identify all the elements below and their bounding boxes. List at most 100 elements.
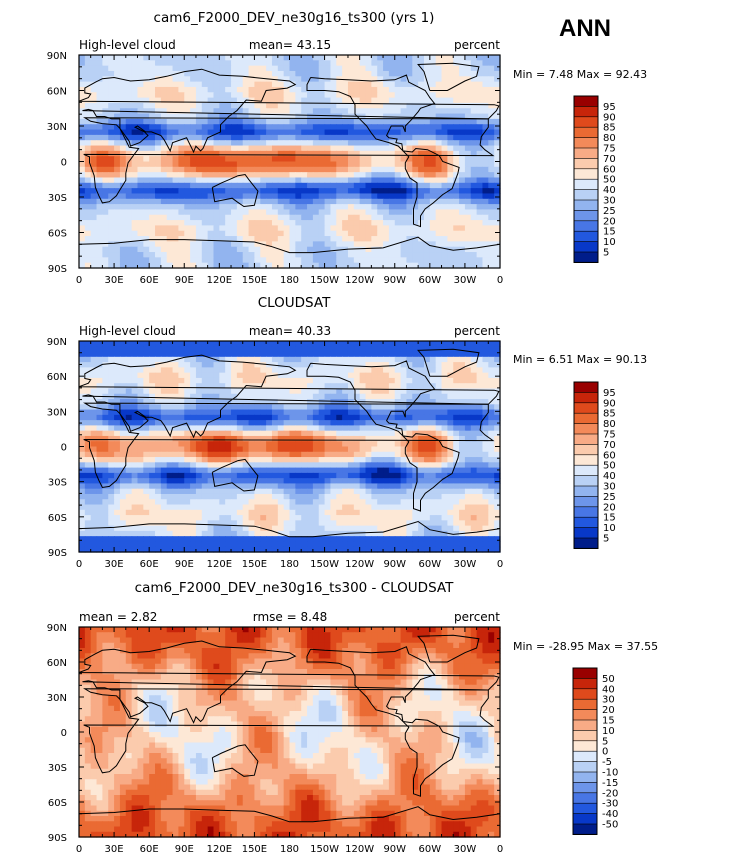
field-cell — [330, 356, 337, 363]
field-cell — [160, 177, 168, 184]
field-cell — [441, 102, 448, 109]
field-cell — [365, 377, 372, 384]
field-cell — [453, 65, 460, 72]
field-cell — [394, 204, 402, 211]
field-cell — [96, 372, 103, 379]
field-cell — [236, 156, 244, 163]
field-cell — [307, 108, 314, 115]
field-cell — [102, 92, 109, 99]
field-cell — [295, 182, 302, 189]
field-cell — [388, 425, 396, 432]
field-cell — [160, 230, 168, 237]
field-cell — [388, 404, 396, 411]
field-cell — [131, 140, 139, 147]
field-cell — [365, 188, 372, 195]
field-cell — [441, 399, 448, 405]
field-cell — [318, 462, 326, 469]
field-cell — [324, 172, 332, 179]
field-cell — [149, 209, 156, 216]
field-cell — [201, 113, 209, 120]
field-cell — [295, 193, 302, 200]
field-cell — [172, 425, 180, 432]
x-tick-label: 150W — [310, 275, 339, 286]
field-cell — [254, 435, 261, 442]
field-cell — [429, 341, 437, 347]
field-cell — [271, 467, 279, 474]
field-cell — [143, 129, 150, 136]
field-cell — [166, 451, 174, 458]
field-cell — [494, 55, 501, 61]
field-cell — [155, 351, 162, 358]
field-cell — [266, 356, 273, 363]
field-cell — [441, 462, 448, 469]
field-cell — [184, 351, 191, 358]
field-cell — [488, 252, 495, 258]
field-cell — [201, 172, 209, 179]
field-cell — [388, 220, 396, 226]
field-cell — [260, 108, 267, 115]
field-cell — [353, 156, 361, 163]
field-cell — [266, 467, 273, 474]
field-cell — [342, 425, 349, 432]
field-cell — [353, 372, 361, 379]
field-cell — [371, 262, 378, 269]
field-cell — [441, 70, 448, 77]
field-cell — [195, 404, 203, 411]
field-cell — [423, 362, 431, 368]
field-cell — [418, 246, 425, 253]
field-cell — [79, 451, 86, 458]
field-cell — [149, 225, 156, 232]
field-cell — [160, 467, 168, 474]
field-cell — [353, 204, 361, 211]
field-cell — [318, 81, 326, 88]
field-cell — [365, 346, 372, 353]
field-cell — [307, 441, 314, 448]
field-cell — [482, 420, 489, 427]
field-cell — [476, 177, 484, 184]
field-cell — [96, 478, 103, 485]
field-cell — [207, 214, 215, 221]
field-cell — [219, 399, 226, 405]
field-cell — [119, 441, 127, 448]
field-cell — [260, 462, 267, 469]
field-cell — [307, 220, 314, 226]
field-cell — [336, 225, 343, 232]
field-cell — [301, 220, 308, 226]
field-cell — [225, 225, 232, 232]
field-cell — [184, 161, 191, 168]
field-cell — [155, 472, 162, 479]
field-cell — [195, 430, 203, 437]
field-cell — [435, 65, 443, 72]
field-cell — [476, 113, 484, 120]
field-cell — [406, 257, 413, 264]
field-cell — [108, 86, 115, 93]
field-cell — [342, 262, 349, 269]
field-cell — [114, 156, 121, 163]
field-cell — [184, 372, 191, 379]
field-cell — [271, 420, 279, 427]
field-cell — [459, 70, 466, 77]
field-cell — [207, 230, 215, 237]
field-cell — [295, 140, 302, 147]
field-cell — [441, 177, 448, 184]
field-cell — [213, 108, 220, 115]
field-cell — [242, 362, 250, 368]
field-cell — [84, 414, 92, 421]
field-cell — [248, 346, 256, 353]
field-cell — [307, 346, 314, 353]
field-cell — [266, 97, 273, 104]
field-cell — [190, 441, 197, 448]
field-cell — [207, 451, 215, 458]
field-cell — [406, 65, 413, 72]
field-cell — [459, 182, 466, 189]
field-cell — [482, 76, 489, 83]
field-cell — [359, 124, 367, 131]
field-cell — [377, 230, 384, 237]
field-cell — [289, 356, 296, 363]
field-cell — [190, 182, 197, 189]
field-cell — [231, 246, 238, 253]
field-cell — [312, 97, 320, 104]
field-cell — [494, 346, 501, 353]
field-cell — [347, 441, 355, 448]
